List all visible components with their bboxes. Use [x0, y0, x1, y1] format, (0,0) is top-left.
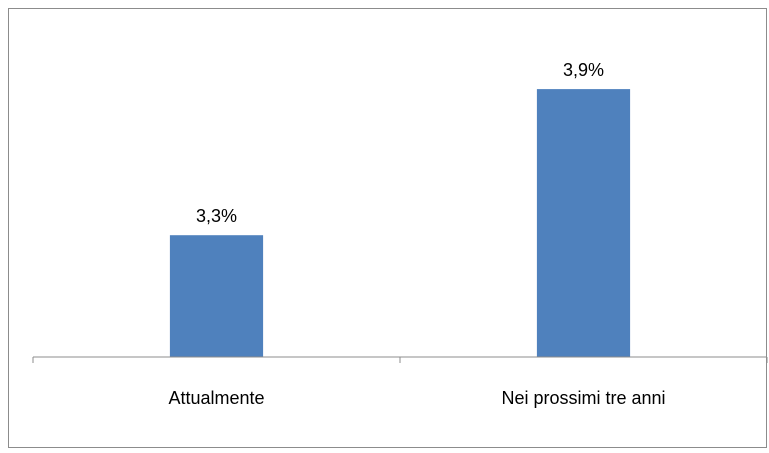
bar-0 [169, 235, 264, 357]
value-label-1: 3,9% [563, 60, 604, 80]
category-label-1: Nei prossimi tre anni [501, 388, 665, 408]
value-label-0: 3,3% [196, 206, 237, 226]
category-labels-group: Attualmente Nei prossimi tre anni [168, 388, 665, 408]
category-label-0: Attualmente [168, 388, 264, 408]
value-labels-group: 3,3% 3,9% [196, 60, 604, 226]
bars-group [169, 89, 631, 357]
bar-1 [536, 89, 631, 357]
chart-frame [8, 8, 767, 448]
